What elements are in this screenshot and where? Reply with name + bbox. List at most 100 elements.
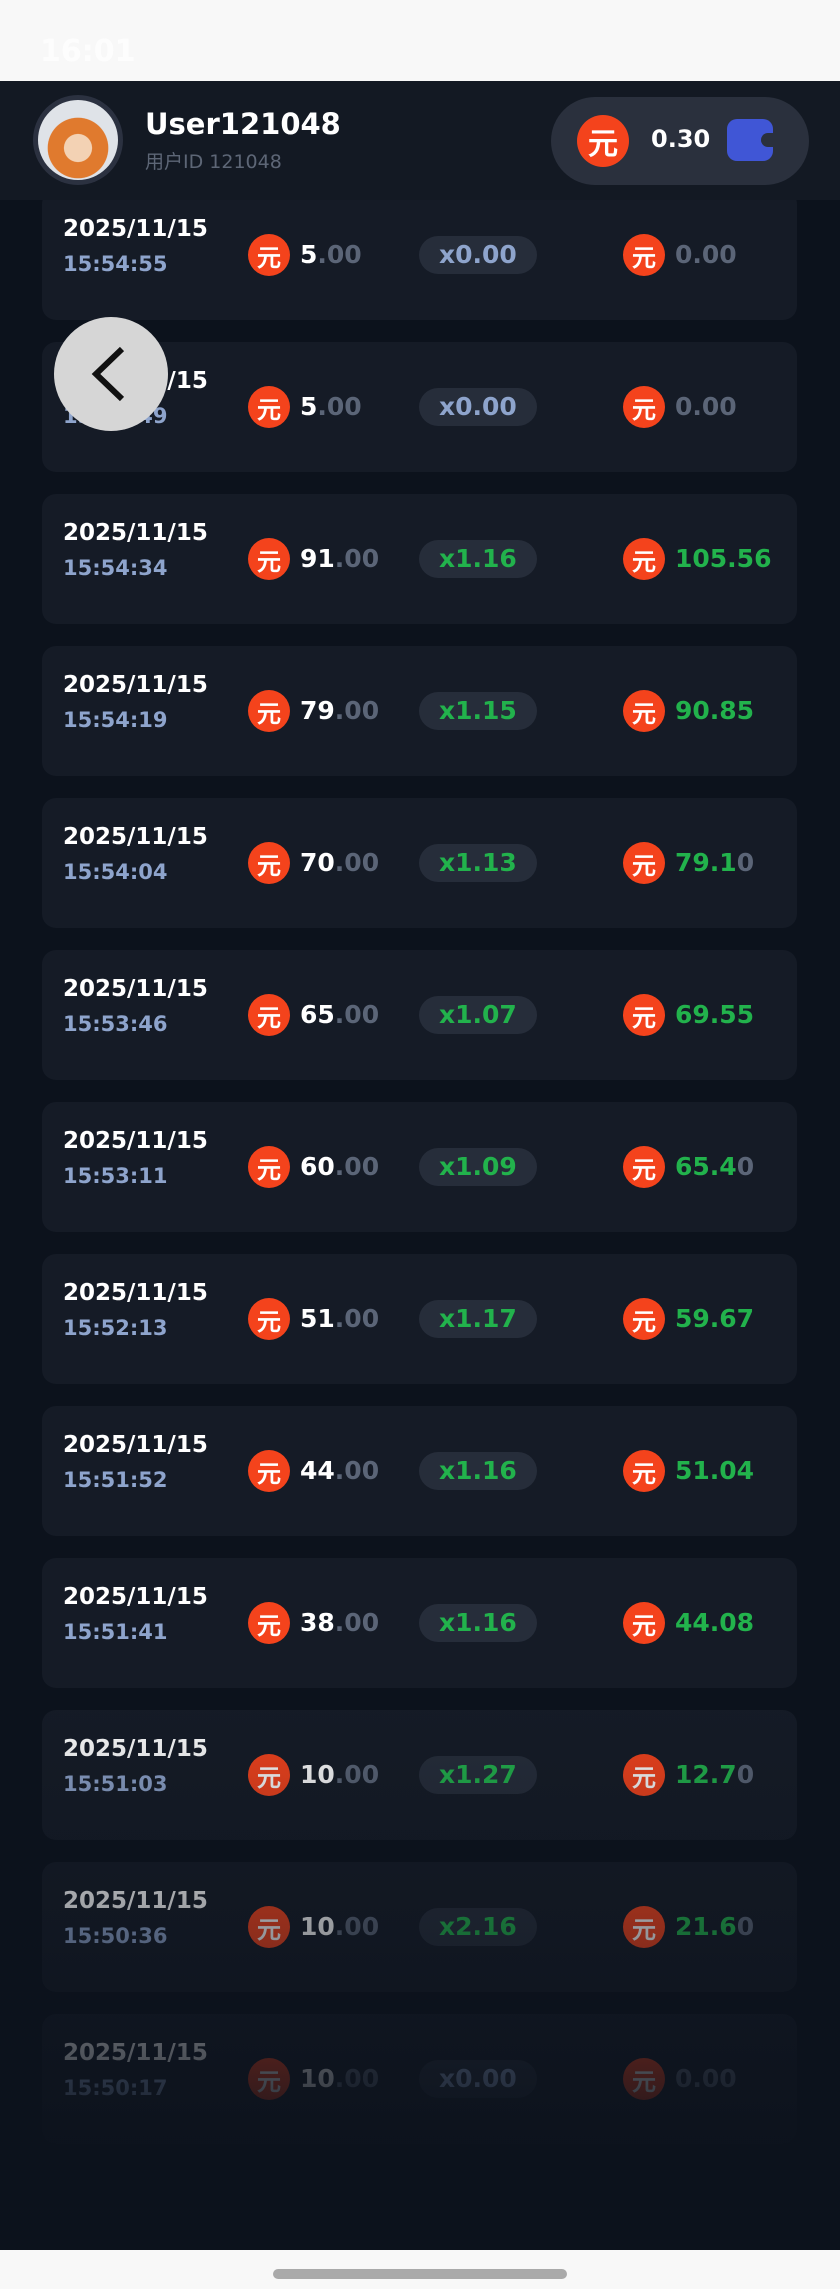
bet-history-row[interactable]: 2025/11/15 15:54:34 元 91.00 x1.16 元 105.… bbox=[42, 494, 797, 624]
balance-pill[interactable]: 元 0.30 bbox=[551, 97, 809, 185]
bet-amount-main: 91 bbox=[300, 544, 335, 573]
multiplier-badge: x1.13 bbox=[419, 844, 537, 882]
payout-amount: 59.67 bbox=[675, 1304, 754, 1333]
bet-amount: 38.00 bbox=[300, 1608, 379, 1637]
bet-amount-main: 10 bbox=[300, 1912, 335, 1941]
bet-amount-decimals: .00 bbox=[334, 544, 380, 573]
yuan-coin-icon: 元 bbox=[248, 1146, 290, 1188]
row-date: 2025/11/15 bbox=[63, 2040, 208, 2066]
yuan-coin-icon: 元 bbox=[623, 690, 665, 732]
bet-amount: 91.00 bbox=[300, 544, 379, 573]
bet-history-row[interactable]: 2025/11/15 15:50:17 元 10.00 x0.00 元 0.00 bbox=[42, 2014, 797, 2144]
row-date: 2025/11/15 bbox=[63, 1888, 208, 1914]
row-time: 15:54:04 bbox=[63, 860, 168, 884]
bet-amount: 10.00 bbox=[300, 1760, 379, 1789]
payout-main: 69.55 bbox=[675, 1000, 755, 1029]
multiplier-badge: x0.00 bbox=[419, 236, 537, 274]
row-date: 2025/11/15 bbox=[63, 1280, 208, 1306]
bet-history-row[interactable]: 2025/11/15 15:51:41 元 38.00 x1.16 元 44.0… bbox=[42, 1558, 797, 1688]
bet-history-row[interactable]: 2025/11/15 15:54:55 元 5.00 x0.00 元 0.00 bbox=[42, 190, 797, 320]
row-date: 2025/11/15 bbox=[63, 672, 208, 698]
yuan-coin-icon: 元 bbox=[623, 2058, 665, 2100]
row-time: 15:54:19 bbox=[63, 708, 168, 732]
yuan-coin-icon: 元 bbox=[623, 1602, 665, 1644]
row-time: 15:53:46 bbox=[63, 1012, 168, 1036]
yuan-coin-icon: 元 bbox=[248, 2058, 290, 2100]
bet-amount-main: 65 bbox=[300, 1000, 335, 1029]
row-time: 15:50:17 bbox=[63, 2076, 168, 2100]
payout-amount: 0.00 bbox=[675, 240, 737, 269]
payout-main: 79.1 bbox=[675, 848, 737, 877]
multiplier-badge: x1.27 bbox=[419, 1756, 537, 1794]
bet-amount-main: 5 bbox=[300, 240, 318, 269]
bet-amount-decimals: .00 bbox=[334, 1760, 380, 1789]
status-bar: 16:01 bbox=[0, 0, 840, 81]
yuan-coin-icon: 元 bbox=[577, 115, 629, 167]
back-button[interactable] bbox=[54, 317, 168, 431]
bet-amount-decimals: .00 bbox=[317, 240, 362, 269]
row-date: 2025/11/15 bbox=[63, 824, 208, 850]
payout-amount: 44.08 bbox=[675, 1608, 754, 1637]
bet-amount-main: 10 bbox=[300, 1760, 335, 1789]
bet-amount: 44.00 bbox=[300, 1456, 379, 1485]
bet-history-row[interactable]: 2025/11/15 15:51:03 元 10.00 x1.27 元 12.7… bbox=[42, 1710, 797, 1840]
row-date: 2025/11/15 bbox=[63, 1584, 208, 1610]
bet-history-row[interactable]: 2025/11/15 15:54:04 元 70.00 x1.13 元 79.1… bbox=[42, 798, 797, 928]
bet-amount: 60.00 bbox=[300, 1152, 379, 1181]
row-date: 2025/11/15 bbox=[63, 976, 208, 1002]
bet-amount: 65.00 bbox=[300, 1000, 379, 1029]
yuan-coin-icon: 元 bbox=[248, 690, 290, 732]
bet-history-row[interactable]: 2025/11/15 15:53:46 元 65.00 x1.07 元 69.5… bbox=[42, 950, 797, 1080]
multiplier-badge: x1.17 bbox=[419, 1300, 537, 1338]
bet-history-row[interactable]: 2025/11/15 15:54:19 元 79.00 x1.15 元 90.8… bbox=[42, 646, 797, 776]
multiplier-badge: x0.00 bbox=[419, 388, 537, 426]
row-time: 15:53:11 bbox=[63, 1164, 168, 1188]
yuan-coin-icon: 元 bbox=[623, 1146, 665, 1188]
bet-history-row[interactable]: 2025/11/15 15:53:11 元 60.00 x1.09 元 65.4… bbox=[42, 1102, 797, 1232]
payout-main: 65.4 bbox=[675, 1152, 737, 1181]
payout-amount: 90.85 bbox=[675, 696, 754, 725]
row-date: 2025/11/15 bbox=[63, 1128, 208, 1154]
bet-history-row[interactable]: 2025/11/15 15:50:36 元 10.00 x2.16 元 21.6… bbox=[42, 1862, 797, 1992]
row-date: 2025/11/15 bbox=[63, 1736, 208, 1762]
yuan-coin-icon: 元 bbox=[248, 1906, 290, 1948]
yuan-coin-icon: 元 bbox=[248, 386, 290, 428]
payout-dim: 0 bbox=[736, 848, 755, 877]
user-header: User121048 用户ID 121048 元 0.30 bbox=[0, 81, 840, 200]
yuan-coin-icon: 元 bbox=[623, 1906, 665, 1948]
payout-main: 51.04 bbox=[675, 1456, 755, 1485]
multiplier-badge: x2.16 bbox=[419, 1908, 537, 1946]
bet-amount-decimals: .00 bbox=[334, 1152, 380, 1181]
yuan-coin-icon: 元 bbox=[623, 1450, 665, 1492]
bet-amount-main: 10 bbox=[300, 2064, 335, 2093]
row-date: 2025/11/15 bbox=[63, 1432, 208, 1458]
username: User121048 bbox=[145, 107, 341, 141]
avatar[interactable] bbox=[33, 95, 123, 185]
bet-amount-decimals: .00 bbox=[334, 1000, 380, 1029]
bet-amount-main: 44 bbox=[300, 1456, 335, 1485]
bet-amount-decimals: .00 bbox=[334, 1304, 380, 1333]
yuan-coin-icon: 元 bbox=[248, 1754, 290, 1796]
bet-amount: 5.00 bbox=[300, 240, 362, 269]
payout-dim: 0.00 bbox=[675, 240, 737, 269]
payout-amount: 105.56 bbox=[675, 544, 771, 573]
yuan-coin-icon: 元 bbox=[623, 538, 665, 580]
yuan-coin-icon: 元 bbox=[248, 538, 290, 580]
bet-amount-decimals: .00 bbox=[317, 392, 362, 421]
payout-amount: 69.55 bbox=[675, 1000, 754, 1029]
status-time: 16:01 bbox=[40, 34, 136, 69]
bet-history-row[interactable]: 2025/11/15 15:51:52 元 44.00 x1.16 元 51.0… bbox=[42, 1406, 797, 1536]
home-indicator[interactable] bbox=[273, 2269, 567, 2279]
multiplier-badge: x0.00 bbox=[419, 2060, 537, 2098]
bet-amount-main: 79 bbox=[300, 696, 335, 725]
navigation-bar bbox=[0, 2250, 840, 2289]
bet-amount: 79.00 bbox=[300, 696, 379, 725]
yuan-coin-icon: 元 bbox=[623, 386, 665, 428]
wallet-icon[interactable] bbox=[727, 119, 773, 161]
bet-amount-main: 38 bbox=[300, 1608, 335, 1637]
bet-history-row[interactable]: 2025/11/15 15:52:13 元 51.00 x1.17 元 59.6… bbox=[42, 1254, 797, 1384]
yuan-coin-icon: 元 bbox=[248, 994, 290, 1036]
bet-amount-decimals: .00 bbox=[334, 1608, 380, 1637]
payout-main: 105.56 bbox=[675, 544, 772, 573]
yuan-coin-icon: 元 bbox=[248, 1298, 290, 1340]
